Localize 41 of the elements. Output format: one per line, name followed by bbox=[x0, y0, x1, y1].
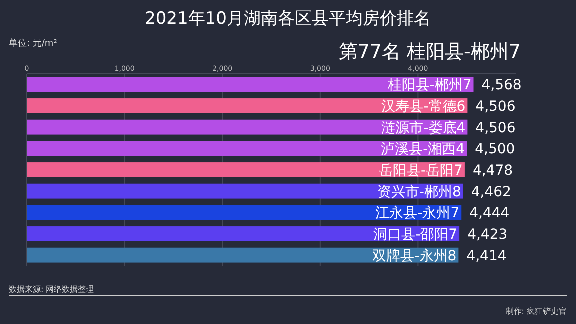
y-tick-label: 桂阳县-郴州7 bbox=[386, 78, 472, 94]
bar: 双牌县-永州8 4,414 bbox=[27, 248, 507, 264]
bar: 江永县-永州7 4,444 bbox=[27, 205, 510, 222]
bar bbox=[27, 162, 465, 178]
data-label: 4,500 bbox=[475, 142, 516, 158]
bar bbox=[27, 248, 459, 263]
data-label: 4,506 bbox=[476, 99, 516, 115]
chart-subtitle: 第77名 桂阳县-郴州7 bbox=[338, 41, 521, 63]
y-tick-label: 泸溪县-湘西4 bbox=[381, 142, 466, 158]
source-note: 数据来源: 网络数据整理 bbox=[9, 285, 94, 294]
bar: 洞口县-邵阳7 4,423 bbox=[27, 226, 508, 243]
chart-title: 2021年10月湖南各区县平均房价排名 bbox=[145, 9, 431, 29]
data-label: 4,423 bbox=[468, 227, 508, 243]
bar: 汉寿县-常德6 4,506 bbox=[27, 98, 516, 115]
y-tick-label: 岳阳县-岳阳7 bbox=[378, 163, 463, 179]
bar bbox=[27, 120, 468, 135]
bar: 桂阳县-郴州7 4,568 bbox=[27, 77, 522, 94]
y-tick-label: 双牌县-永州8 bbox=[372, 248, 457, 264]
y-tick-label: 洞口县-邵阳7 bbox=[374, 227, 458, 243]
bar bbox=[27, 98, 468, 114]
y-tick-label: 涟源市-娄底4 bbox=[382, 120, 466, 136]
y-tick-label: 资兴市-郴州8 bbox=[377, 184, 462, 200]
bar: 岳阳县-岳阳7 4,478 bbox=[27, 162, 514, 179]
bar bbox=[27, 77, 474, 92]
bar: 资兴市-郴州8 4,462 bbox=[27, 184, 512, 200]
bar bbox=[27, 184, 464, 199]
data-label: 4,506 bbox=[476, 120, 516, 136]
bar bbox=[27, 141, 468, 156]
data-label: 4,568 bbox=[482, 78, 522, 94]
bar bbox=[27, 226, 460, 242]
bar: 涟源市-娄底4 4,506 bbox=[27, 120, 516, 136]
x-axis-title: 单位: 元/m² bbox=[9, 38, 58, 49]
data-label: 4,478 bbox=[472, 163, 514, 179]
bar: 泸溪县-湘西4 4,500 bbox=[27, 141, 516, 158]
y-tick-label: 江永县-永州7 bbox=[376, 206, 460, 222]
text: 制作: 疯狂铲史官 bbox=[506, 307, 567, 316]
data-label: 4,444 bbox=[470, 206, 510, 222]
data-label: 4,462 bbox=[471, 184, 512, 200]
data-label: 4,414 bbox=[466, 248, 507, 264]
bar bbox=[27, 205, 462, 220]
y-tick-label: 汉寿县-常德6 bbox=[382, 99, 466, 115]
